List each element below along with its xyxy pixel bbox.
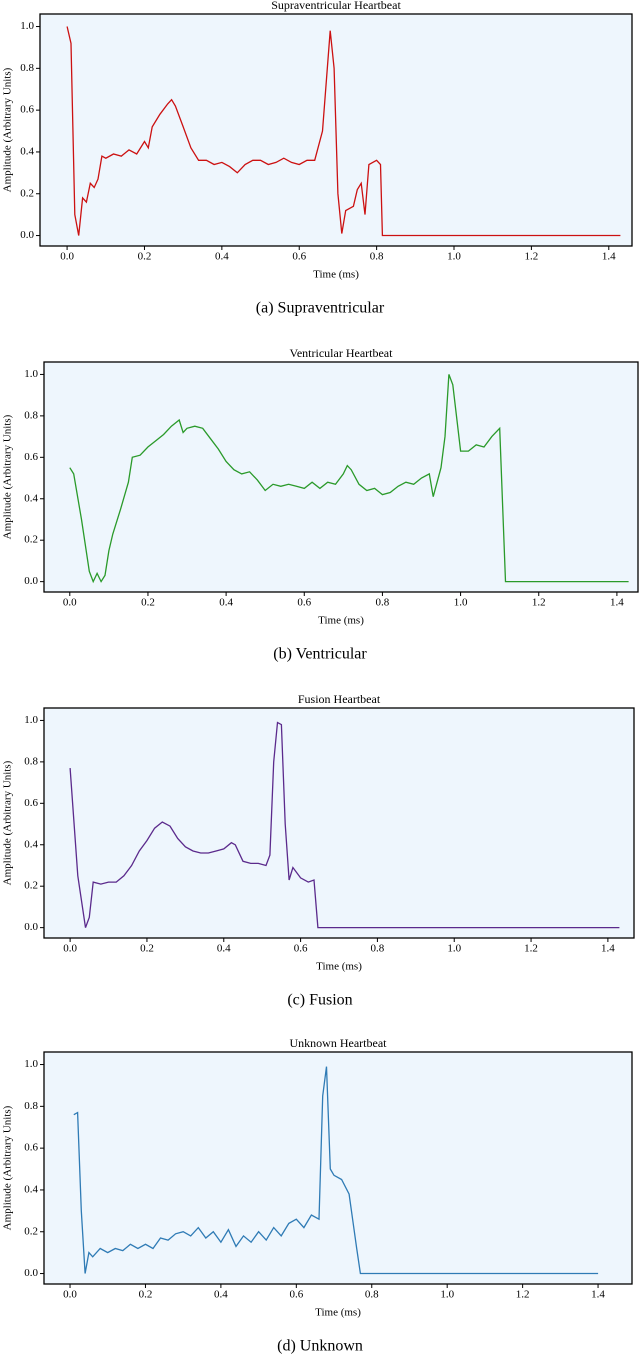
y-tick-label: 0.0 <box>24 921 38 933</box>
line <box>69 721 620 929</box>
y-axis-label: Amplitude (Arbitrary Units) <box>2 1105 14 1230</box>
x-tick-label: 0.6 <box>292 251 306 263</box>
x-tick-label: 0.0 <box>63 1289 77 1301</box>
x-tick-label: 1.0 <box>454 597 468 609</box>
x-tick-label: 1.4 <box>591 1289 605 1301</box>
x-tick-label: 1.2 <box>532 597 546 609</box>
x-tick-label: 0.8 <box>371 943 385 955</box>
x-tick-label: 1.4 <box>610 597 624 609</box>
y-tick-label: 1.0 <box>24 368 38 380</box>
x-tick-label: 0.2 <box>140 943 154 955</box>
y-tick-label: 0.4 <box>24 492 38 504</box>
caption: (c) Fusion <box>287 992 352 1009</box>
x-tick-label: 0.0 <box>60 251 74 263</box>
x-tick-label: 1.4 <box>602 251 616 263</box>
chart-title: Ventricular Heartbeat <box>290 346 394 360</box>
x-tick-label: 1.0 <box>447 251 461 263</box>
x-tick-label: 0.6 <box>297 597 311 609</box>
plot-area <box>44 708 634 938</box>
chart-title: Unknown Heartbeat <box>290 1036 388 1050</box>
y-tick-label: 0.2 <box>24 534 38 546</box>
x-axis-label: Time (ms) <box>315 1307 361 1319</box>
x-tick-label: 0.0 <box>63 597 77 609</box>
plot-frame <box>39 13 633 247</box>
chart-title: Supraventricular Heartbeat <box>271 0 401 12</box>
x-tick-label: 0.2 <box>138 251 152 263</box>
line <box>66 26 621 237</box>
x-tick-label: 0.8 <box>376 597 390 609</box>
line <box>73 1066 599 1275</box>
y-axis-label: Amplitude (Arbitrary Units) <box>2 760 14 885</box>
x-axis-label: Time (ms) <box>318 615 364 627</box>
x-tick-label: 0.2 <box>139 1289 153 1301</box>
x-tick-label: 0.2 <box>141 597 155 609</box>
x-axis-label: Time (ms) <box>313 269 359 281</box>
x-tick-label: 1.0 <box>447 943 461 955</box>
x-tick-label: 0.4 <box>214 1289 228 1301</box>
y-axis-label: Amplitude (Arbitrary Units) <box>2 67 14 192</box>
plot-frame <box>43 1051 633 1285</box>
x-tick-label: 0.0 <box>63 943 77 955</box>
y-tick-label: 0.8 <box>24 409 38 421</box>
y-tick-label: 0.4 <box>24 838 38 850</box>
y-tick-label: 0.8 <box>24 1100 38 1112</box>
x-tick-label: 0.8 <box>370 251 384 263</box>
x-tick-label: 0.6 <box>294 943 308 955</box>
y-tick-label: 0.2 <box>20 187 34 199</box>
y-tick-label: 0.8 <box>24 755 38 767</box>
x-tick-label: 1.2 <box>524 943 538 955</box>
y-tick-label: 0.6 <box>24 1142 38 1154</box>
x-tick-label: 0.8 <box>365 1289 379 1301</box>
caption: (b) Ventricular <box>273 646 367 663</box>
y-tick-label: 0.6 <box>20 104 34 116</box>
x-axis-label: Time (ms) <box>316 961 362 973</box>
y-tick-label: 0.4 <box>24 1183 38 1195</box>
y-tick-label: 0.0 <box>24 1267 38 1279</box>
y-tick-label: 0.8 <box>20 62 34 74</box>
y-tick-label: 1.0 <box>24 1058 38 1070</box>
x-tick-label: 1.0 <box>440 1289 454 1301</box>
caption: (a) Supraventricular <box>256 300 385 317</box>
x-tick-label: 0.4 <box>219 597 233 609</box>
caption: (d) Unknown <box>277 1338 363 1355</box>
y-tick-label: 0.6 <box>24 797 38 809</box>
y-axis-label: Amplitude (Arbitrary Units) <box>2 414 14 539</box>
x-tick-label: 1.2 <box>516 1289 530 1301</box>
y-tick-label: 0.0 <box>24 575 38 587</box>
x-tick-label: 0.4 <box>217 943 231 955</box>
plot-area <box>44 1052 632 1284</box>
x-tick-label: 1.4 <box>601 943 615 955</box>
y-tick-label: 1.0 <box>20 20 34 32</box>
y-tick-label: 0.2 <box>24 880 38 892</box>
x-tick-label: 0.4 <box>215 251 229 263</box>
y-tick-label: 0.4 <box>20 145 34 157</box>
plot-frame <box>43 707 635 939</box>
y-tick-label: 0.0 <box>20 229 34 241</box>
chart-title: Fusion Heartbeat <box>298 692 381 706</box>
y-tick-label: 0.2 <box>24 1225 38 1237</box>
plot-frame <box>43 361 639 593</box>
y-tick-label: 0.6 <box>24 451 38 463</box>
y-tick-label: 1.0 <box>24 714 38 726</box>
x-tick-label: 1.2 <box>525 251 539 263</box>
x-tick-label: 0.6 <box>289 1289 303 1301</box>
line <box>69 374 629 584</box>
